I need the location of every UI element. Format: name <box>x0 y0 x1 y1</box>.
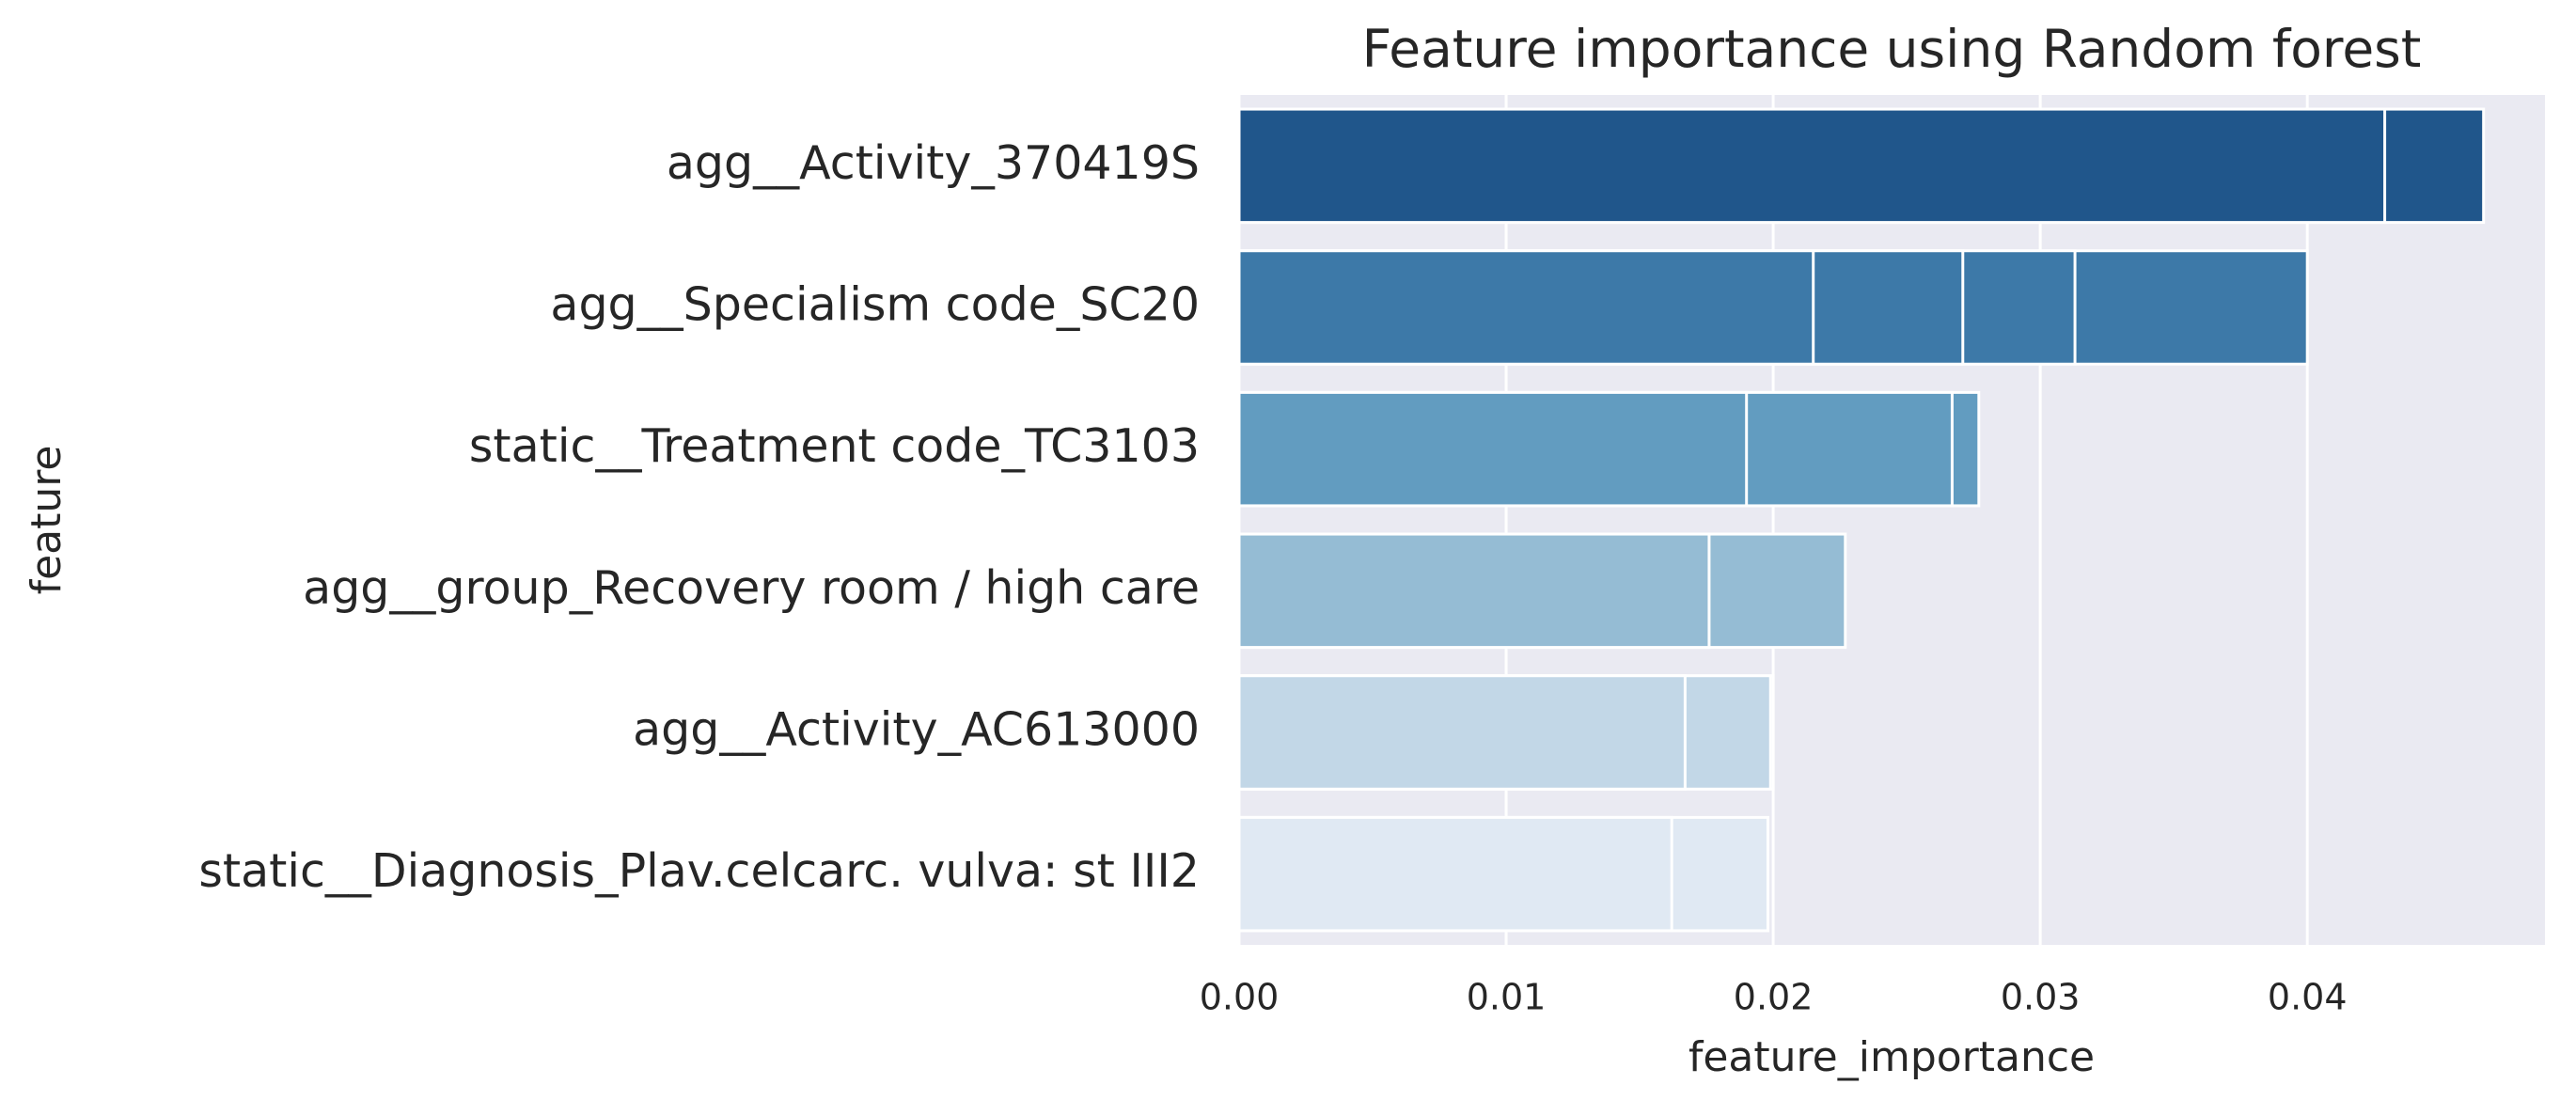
x-tick-label: 0.02 <box>1734 977 1814 1018</box>
bar <box>1237 107 2387 225</box>
y-axis-label: feature <box>23 446 71 595</box>
x-tick-label: 0.01 <box>1467 977 1547 1018</box>
chart-title: Feature importance using Random forest <box>1362 19 2422 79</box>
bar <box>1237 390 1749 508</box>
plot-background <box>1239 95 2545 945</box>
y-tick-label: static__Treatment code_TC3103 <box>469 419 1200 473</box>
bar <box>1237 674 1687 791</box>
x-tick-label: 0.03 <box>2001 977 2081 1018</box>
y-tick-label: agg__group_Recovery room / high care <box>303 561 1200 615</box>
y-tick-label: agg__Activity_370419S <box>667 136 1200 190</box>
y-tick-label: agg__Specialism code_SC20 <box>550 278 1200 332</box>
y-tick-label: agg__Activity_AC613000 <box>633 703 1200 757</box>
y-tick-label: static__Diagnosis_Plav.celcarc. vulva: s… <box>198 844 1200 898</box>
x-tick-label: 0.00 <box>1200 977 1280 1018</box>
x-axis-label: feature_importance <box>1689 1033 2095 1081</box>
bar <box>1237 815 1673 933</box>
bar <box>1237 532 1711 650</box>
x-tick-label: 0.04 <box>2268 977 2348 1018</box>
bar <box>1237 249 1815 366</box>
